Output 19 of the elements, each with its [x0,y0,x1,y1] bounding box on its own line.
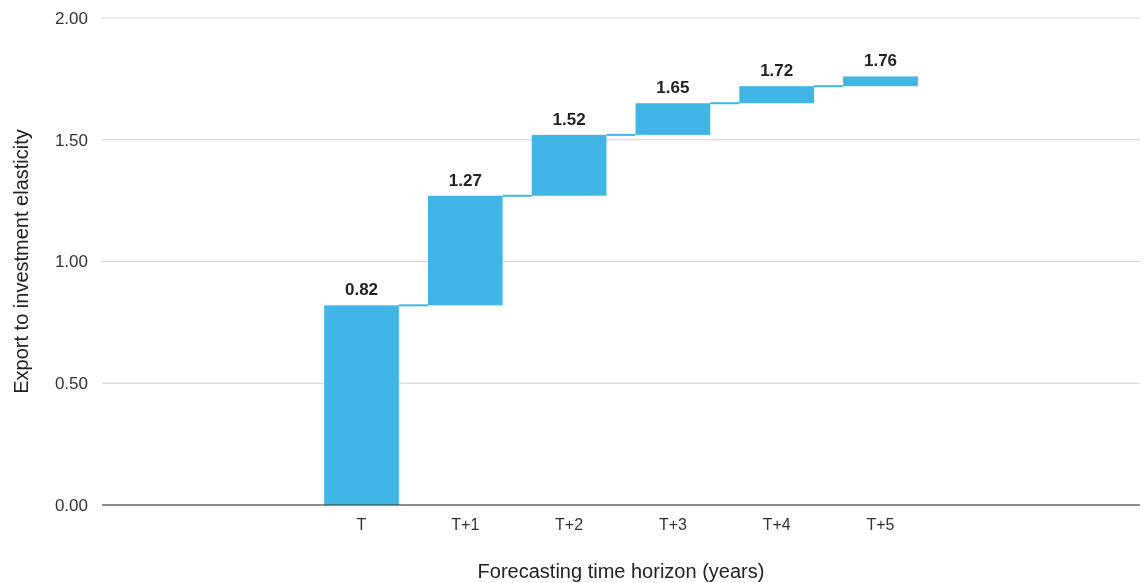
x-tick-label: T+3 [658,516,688,533]
data-label: 0.82 [344,280,379,300]
x-tick-label: T+4 [762,516,791,533]
data-label: 1.76 [863,51,898,71]
x-tick-label: T+5 [866,516,895,533]
data-label: 1.72 [760,61,794,81]
data-label: 1.27 [448,170,482,190]
data-label: 1.52 [552,109,586,129]
y-tick-label: 1.00 [54,252,88,272]
y-axis-title: Export to investment elasticity [10,129,32,394]
x-tick-label: T+2 [555,516,584,533]
y-tick-label: 0.00 [54,495,88,515]
y-tick-label: 1.50 [54,130,88,150]
y-tick-label: 0.50 [54,374,88,394]
x-axis-title: Forecasting time horizon (years) [477,560,765,582]
data-label: 1.65 [656,78,690,98]
y-tick-label: 2.00 [54,8,88,28]
x-tick-label: T [356,516,367,533]
x-tick-label: T+1 [451,516,480,533]
